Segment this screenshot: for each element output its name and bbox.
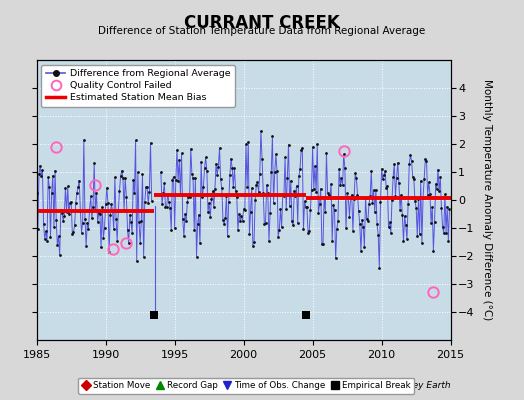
Text: CURRANT CREEK: CURRANT CREEK — [184, 14, 340, 32]
Text: Berkeley Earth: Berkeley Earth — [384, 381, 451, 390]
Text: Difference of Station Temperature Data from Regional Average: Difference of Station Temperature Data f… — [99, 26, 425, 36]
Legend: Station Move, Record Gap, Time of Obs. Change, Empirical Break: Station Move, Record Gap, Time of Obs. C… — [78, 378, 414, 394]
Y-axis label: Monthly Temperature Anomaly Difference (°C): Monthly Temperature Anomaly Difference (… — [482, 79, 492, 321]
Legend: Difference from Regional Average, Quality Control Failed, Estimated Station Mean: Difference from Regional Average, Qualit… — [41, 65, 235, 107]
